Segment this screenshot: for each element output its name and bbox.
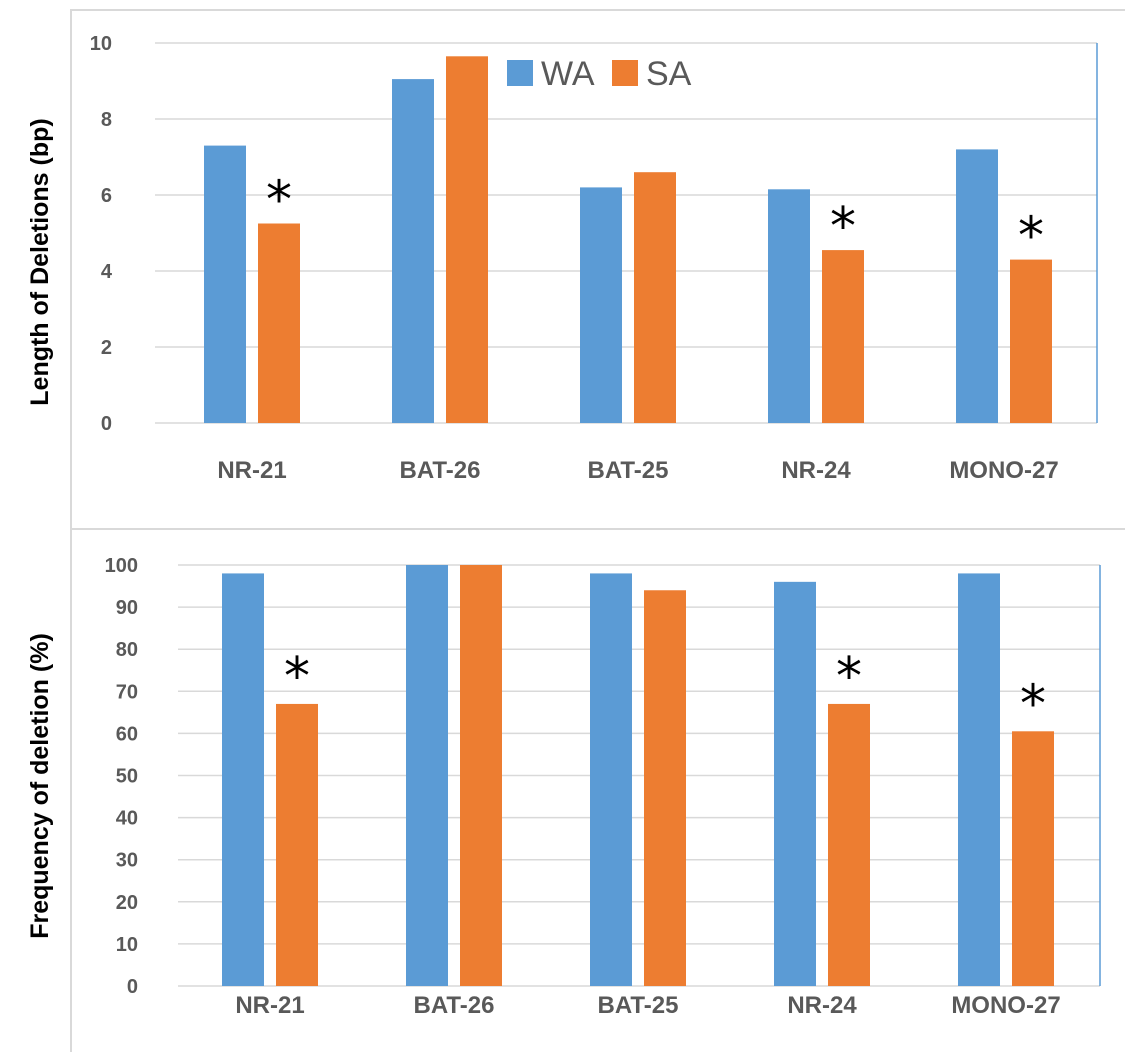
chart2-significance-asterisk: * bbox=[836, 647, 862, 707]
chart2-bar-wa-mono-27 bbox=[958, 573, 1000, 986]
chart2-ytick-label: 10 bbox=[116, 934, 138, 956]
chart2-bar-sa-nr-24 bbox=[828, 703, 870, 986]
chart1-ytick-label: 8 bbox=[101, 109, 112, 131]
chart2-ytick-label: 40 bbox=[116, 808, 138, 830]
chart1-bar-sa-nr-24 bbox=[822, 250, 864, 423]
chart2-category-label: MONO-27 bbox=[951, 992, 1060, 1019]
chart2-category-label: NR-24 bbox=[787, 992, 857, 1019]
chart1-ytick-label: 6 bbox=[101, 185, 112, 207]
chart2-category-label: BAT-25 bbox=[598, 992, 679, 1019]
chart1-category-label: BAT-25 bbox=[588, 457, 669, 484]
chart1-bar-wa-nr-24 bbox=[768, 189, 810, 423]
legend-swatch-sa bbox=[612, 60, 638, 86]
chart2-bar-sa-nr-21 bbox=[276, 703, 318, 986]
chart1-bar-wa-bat-25 bbox=[580, 187, 622, 423]
chart1-ytick-label: 2 bbox=[101, 337, 112, 359]
legend-label-wa: WA bbox=[541, 55, 595, 93]
chart2-category-label: BAT-26 bbox=[414, 992, 495, 1019]
chart1-significance-asterisk: * bbox=[266, 171, 292, 231]
chart-frequency-of-deletion: 0 10 20 30 40 50 60 70 80 90 100 NR-21 BAT-26 BAT-25 N… bbox=[105, 555, 1101, 1019]
chart2-ytick-label: 60 bbox=[116, 723, 138, 745]
chart2-ytick-label: 80 bbox=[116, 639, 138, 661]
chart2-category-label: NR-21 bbox=[235, 992, 304, 1019]
chart1-bar-sa-mono-27 bbox=[1010, 259, 1052, 423]
chart2-ytick-label: 20 bbox=[116, 892, 138, 914]
chart1-significance-asterisk: * bbox=[1018, 207, 1044, 267]
chart2-significance-asterisk: * bbox=[1020, 674, 1046, 734]
chart2-ytick-label: 0 bbox=[127, 976, 138, 998]
chart2-bar-sa-bat-26 bbox=[460, 565, 502, 986]
chart1-category-label: BAT-26 bbox=[400, 457, 481, 484]
chart2-bar-wa-nr-21 bbox=[222, 573, 264, 986]
legend: WA SA bbox=[507, 55, 692, 93]
chart1-category-label: NR-24 bbox=[781, 457, 851, 484]
legend-label-sa: SA bbox=[646, 55, 692, 93]
legend-swatch-wa bbox=[507, 60, 533, 86]
chart2-bar-sa-mono-27 bbox=[1012, 731, 1054, 986]
chart1-ytick-label: 4 bbox=[101, 261, 113, 283]
chart1-ytick-label: 0 bbox=[101, 413, 112, 435]
chart2-ytick-label: 100 bbox=[105, 555, 138, 577]
chart1-bar-wa-nr-21 bbox=[204, 145, 246, 423]
chart2-ytick-label: 70 bbox=[116, 681, 138, 703]
chart1-ylabel: Length of Deletions (bp) bbox=[26, 118, 54, 405]
chart1-category-label: MONO-27 bbox=[949, 457, 1058, 484]
chart1-bar-sa-nr-21 bbox=[258, 223, 300, 423]
chart2-bar-sa-bat-25 bbox=[644, 590, 686, 986]
chart1-bar-sa-bat-25 bbox=[634, 172, 676, 423]
chart2-bar-wa-nr-24 bbox=[774, 581, 816, 986]
chart2-ytick-label: 90 bbox=[116, 597, 138, 619]
chart1-category-label: NR-21 bbox=[217, 457, 286, 484]
chart-length-of-deletions: 0 2 4 6 8 10 NR-21 BAT-26 BAT-25 NR-24 MONO-27 * * * bbox=[90, 33, 1098, 484]
chart1-bar-wa-bat-26 bbox=[392, 79, 434, 423]
chart2-ytick-label: 50 bbox=[116, 766, 138, 788]
chart1-bar-wa-mono-27 bbox=[956, 149, 998, 423]
chart1-ytick-label: 10 bbox=[90, 33, 112, 55]
chart2-significance-asterisk: * bbox=[284, 647, 310, 707]
chart2-ytick-label: 30 bbox=[116, 850, 138, 872]
chart1-bar-sa-bat-26 bbox=[446, 56, 488, 424]
chart1-significance-asterisk: * bbox=[830, 197, 856, 257]
chart2-bar-wa-bat-25 bbox=[590, 573, 632, 986]
chart2-ylabel: Frequency of deletion (%) bbox=[26, 633, 54, 939]
chart2-bar-wa-bat-26 bbox=[406, 565, 448, 986]
